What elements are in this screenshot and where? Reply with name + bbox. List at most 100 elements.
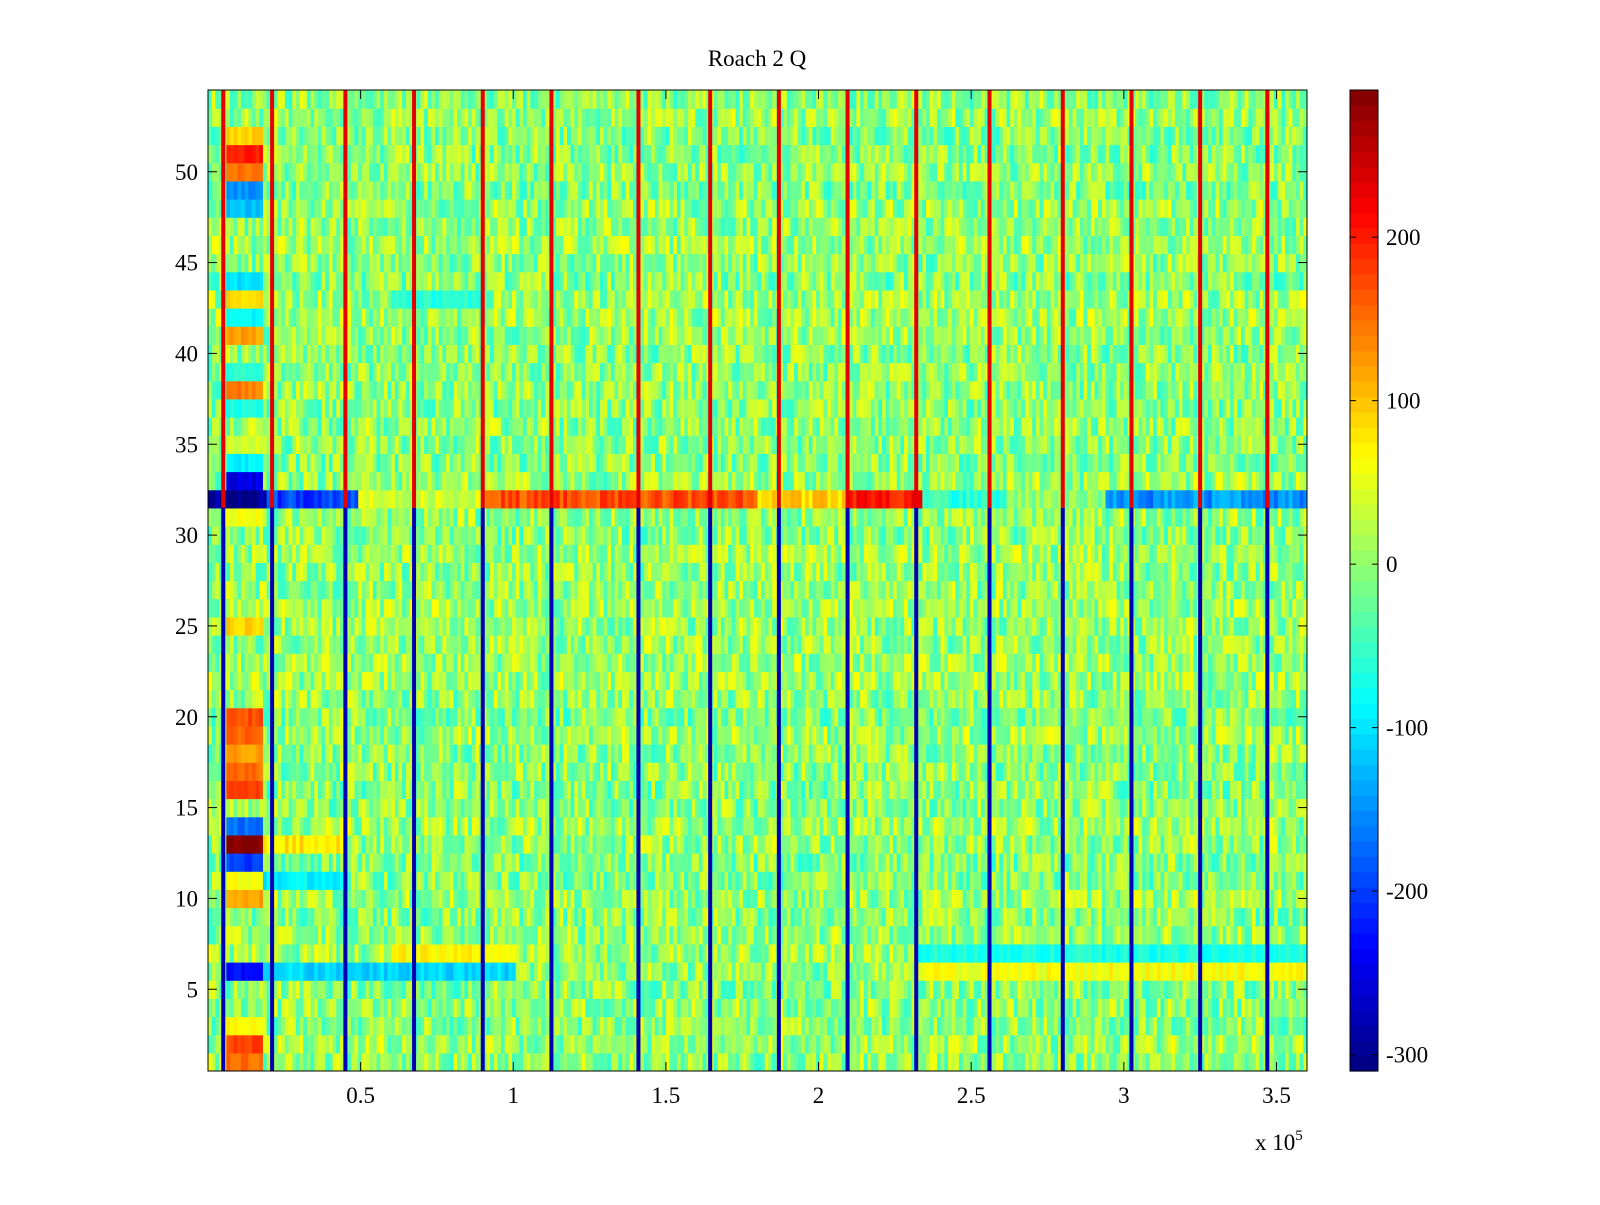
heatmap-cell xyxy=(299,943,304,963)
heatmap-cell xyxy=(896,889,901,909)
heatmap-cell xyxy=(1277,962,1282,981)
heatmap-cell xyxy=(614,889,619,909)
heatmap-cell xyxy=(1182,925,1187,945)
heatmap-cell xyxy=(805,943,810,963)
heatmap-cell xyxy=(731,853,737,872)
heatmap-cell xyxy=(863,980,868,999)
heatmap-cell xyxy=(277,780,282,800)
heatmap-cell xyxy=(460,998,466,1018)
heatmap-cell xyxy=(893,816,898,836)
heatmap-cell xyxy=(735,816,740,836)
heatmap-cell xyxy=(1050,962,1055,981)
heatmap-cell xyxy=(1252,853,1257,872)
heatmap-cell xyxy=(852,998,858,1018)
heatmap-cell xyxy=(295,1052,301,1071)
heatmap-cell xyxy=(1017,943,1022,963)
heatmap-cell xyxy=(262,907,268,927)
heatmap-cell xyxy=(1109,925,1114,945)
heatmap-cell xyxy=(1145,871,1151,890)
heatmap-cell xyxy=(893,798,898,818)
heatmap-cell xyxy=(658,889,663,909)
heatmap-cell xyxy=(1013,925,1019,945)
heatmap-cell xyxy=(416,762,422,781)
heatmap-cell xyxy=(761,1052,766,1071)
heatmap-cell xyxy=(1116,834,1121,854)
heatmap-cell xyxy=(687,816,693,836)
heatmap-cell xyxy=(457,1034,462,1054)
heatmap-cell xyxy=(1017,816,1022,836)
heatmap-cell xyxy=(1241,780,1246,800)
heatmap-cell xyxy=(717,853,722,872)
heatmap-cell xyxy=(328,1034,334,1054)
heatmap-cell xyxy=(1189,1052,1195,1071)
heatmap-cell xyxy=(856,980,861,999)
heatmap-cell xyxy=(504,762,509,781)
heatmap-cell xyxy=(643,853,649,872)
heatmap-cell xyxy=(490,907,495,927)
heatmap-cell xyxy=(303,998,308,1018)
heatmap-cell xyxy=(614,780,619,800)
heatmap-cell xyxy=(893,853,898,872)
heatmap-cell xyxy=(720,762,726,781)
heatmap-cell xyxy=(944,998,949,1018)
heatmap-cell xyxy=(1065,962,1070,981)
heatmap-cell xyxy=(449,1034,455,1054)
heatmap-cell xyxy=(823,889,828,909)
heatmap-cell xyxy=(501,1052,506,1071)
heatmap-cell xyxy=(1032,962,1037,981)
heatmap-cell xyxy=(1237,980,1242,999)
heatmap-cell xyxy=(834,780,839,800)
heatmap-cell xyxy=(515,853,520,872)
heatmap-cell xyxy=(1068,907,1074,927)
heatmap-cell xyxy=(552,925,557,945)
heatmap-cell xyxy=(427,998,433,1018)
heatmap-cell xyxy=(1039,871,1044,890)
heatmap-cell xyxy=(830,998,836,1018)
heatmap-cell xyxy=(464,871,469,890)
heatmap-cell xyxy=(1138,780,1143,800)
heatmap-cell xyxy=(508,762,513,781)
heatmap-cell xyxy=(376,1052,381,1071)
heatmap-cell xyxy=(1013,871,1019,890)
heatmap-cell xyxy=(292,1016,297,1036)
heatmap-cell xyxy=(556,816,561,836)
heatmap-cell xyxy=(277,853,282,872)
heatmap-cell xyxy=(405,925,411,945)
heatmap-cell xyxy=(1083,998,1088,1018)
heatmap-cell xyxy=(1222,853,1227,872)
heatmap-cell xyxy=(779,907,784,927)
heatmap-cell xyxy=(431,889,436,909)
heatmap-cell xyxy=(625,1052,630,1071)
heatmap-cell xyxy=(643,1052,649,1071)
heatmap-cell xyxy=(409,925,414,945)
heatmap-cell xyxy=(999,871,1004,890)
heatmap-cell xyxy=(1083,1034,1088,1054)
heatmap-cell xyxy=(596,834,601,854)
heatmap-cell xyxy=(684,889,689,909)
heatmap-cell xyxy=(328,780,334,800)
heatmap-cell xyxy=(658,925,663,945)
heatmap-cell xyxy=(240,998,246,1018)
heatmap-cell xyxy=(244,943,249,963)
heatmap-cell xyxy=(1178,943,1184,963)
heatmap-cell xyxy=(1233,853,1238,872)
heatmap-cell xyxy=(944,816,949,836)
heatmap-cell xyxy=(420,798,425,818)
heatmap-cell xyxy=(1222,816,1227,836)
heatmap-cell xyxy=(1189,980,1195,999)
heatmap-cell xyxy=(578,834,583,854)
heatmap-cell xyxy=(746,762,751,781)
heatmap-cell xyxy=(453,889,458,909)
heatmap-cell xyxy=(783,925,788,945)
heatmap-cell xyxy=(1255,1016,1260,1036)
heatmap-cell xyxy=(1153,1052,1158,1071)
heatmap-cell xyxy=(929,998,934,1018)
heatmap-cell xyxy=(1101,834,1107,854)
heatmap-cell xyxy=(808,907,814,927)
heatmap-cell xyxy=(922,962,927,981)
heatmap-cell xyxy=(834,1052,839,1071)
heatmap-cell xyxy=(1193,980,1198,999)
heatmap-cell xyxy=(1006,907,1011,927)
heatmap-cell xyxy=(610,925,616,945)
heatmap-cell xyxy=(321,816,326,836)
